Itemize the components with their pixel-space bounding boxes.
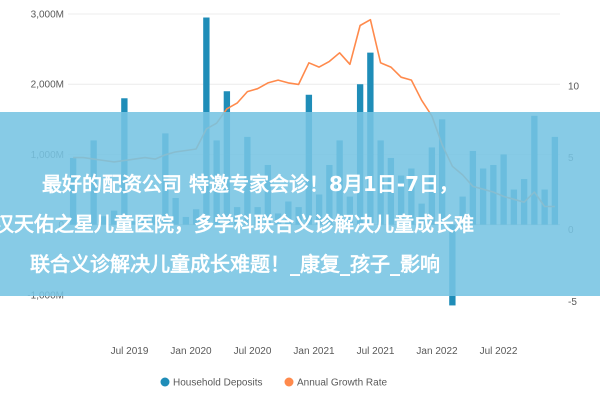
x-tick-label: Jan 2022 xyxy=(416,346,458,357)
legend-label-household-deposits: Household Deposits xyxy=(173,378,263,389)
y-tick-label: 2,000M xyxy=(31,80,64,91)
y-tick-label: 3,000M xyxy=(31,10,64,21)
banner-line-2: 汉天佑之星儿童医院，多学科联合义诊解决儿童成长难 xyxy=(0,212,474,236)
legend-marker-household-deposits xyxy=(160,377,170,387)
x-tick-label: Jul 2019 xyxy=(111,346,149,357)
legend-marker-annual-growth-rate xyxy=(284,377,294,387)
banner-line-3: 联合义诊解决儿童成长难题！_康复_孩子_影响 xyxy=(30,252,440,276)
legend-label-annual-growth-rate: Annual Growth Rate xyxy=(297,378,387,389)
x-axis: Jul 2019 Jan 2020 Jul 2020 Jan 2021 Jul 2021… xyxy=(111,346,518,357)
x-tick-label: Jul 2022 xyxy=(480,346,518,357)
x-tick-label: Jan 2020 xyxy=(170,346,212,357)
banner-line-1: 最好的配资公司 特邀专家会诊！8月1日-7日， xyxy=(42,172,460,196)
y2-tick-label: 10 xyxy=(568,81,580,92)
legend: Household Deposits Annual Growth Rate xyxy=(160,377,387,389)
x-tick-label: Jan 2021 xyxy=(293,346,335,357)
overlay-banner: 最好的配资公司 特邀专家会诊！8月1日-7日， 汉天佑之星儿童医院，多学科联合义… xyxy=(0,112,600,296)
y2-tick-label: -5 xyxy=(568,297,577,308)
x-tick-label: Jul 2021 xyxy=(357,346,395,357)
x-tick-label: Jul 2020 xyxy=(234,346,272,357)
